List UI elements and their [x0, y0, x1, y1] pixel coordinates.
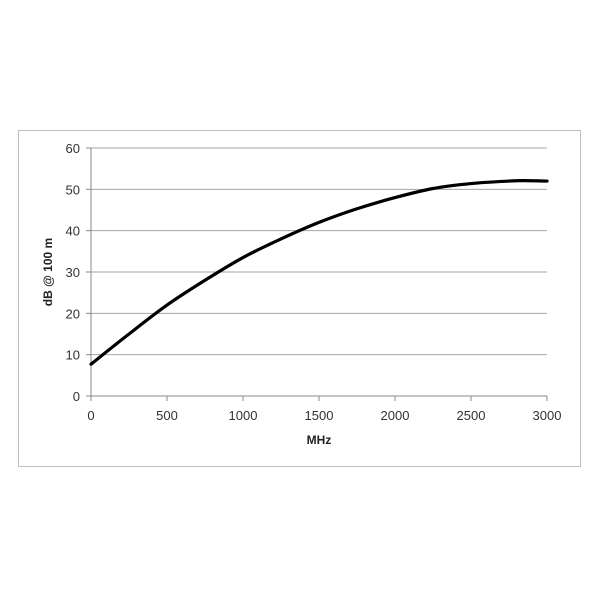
y-tick-label: 60 — [66, 141, 80, 156]
x-tick-label: 2000 — [381, 408, 410, 423]
y-tick-label: 30 — [66, 265, 80, 280]
chart-frame — [18, 130, 581, 467]
series-line — [89, 179, 549, 366]
x-tick-label: 3000 — [533, 408, 562, 423]
x-tick-label: 1500 — [305, 408, 334, 423]
y-axis-label: dB @ 100 m — [41, 238, 55, 306]
y-tick-label: 20 — [66, 306, 80, 321]
x-tick-label: 2500 — [457, 408, 486, 423]
x-tick-label: 0 — [87, 408, 94, 423]
x-tick-label: 500 — [156, 408, 178, 423]
y-tick-label: 40 — [66, 224, 80, 239]
y-tick-label: 50 — [66, 182, 80, 197]
x-tick-label: 1000 — [229, 408, 258, 423]
x-axis-label: MHz — [307, 433, 332, 447]
y-tick-label: 0 — [73, 389, 80, 404]
y-tick-label: 10 — [66, 348, 80, 363]
